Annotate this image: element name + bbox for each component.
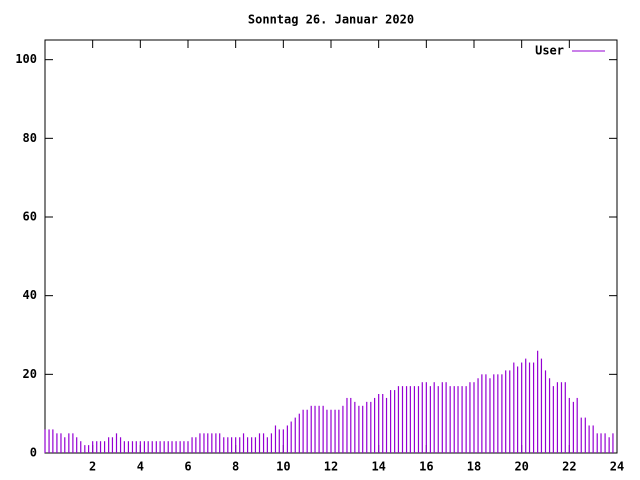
y-tick-label: 100 [15,52,37,66]
x-tick-label: 2 [89,460,96,474]
y-tick-label: 20 [23,367,37,381]
x-tick-label: 14 [371,460,385,474]
y-tick-label: 40 [23,288,37,302]
y-tick-label: 80 [23,131,37,145]
x-tick-label: 6 [184,460,191,474]
legend-label: User [535,44,564,58]
x-tick-label: 8 [232,460,239,474]
chart-title: Sonntag 26. Januar 2020 [248,13,414,27]
x-tick-label: 4 [137,460,144,474]
x-tick-label: 18 [467,460,481,474]
y-tick-label: 0 [30,446,37,460]
x-tick-label: 10 [276,460,290,474]
x-tick-label: 12 [324,460,338,474]
x-tick-label: 20 [514,460,528,474]
plot-border [44,39,618,454]
y-tick-label: 60 [23,210,37,224]
x-tick-label: 24 [610,460,624,474]
x-tick-label: 22 [562,460,576,474]
x-tick-label: 16 [419,460,433,474]
